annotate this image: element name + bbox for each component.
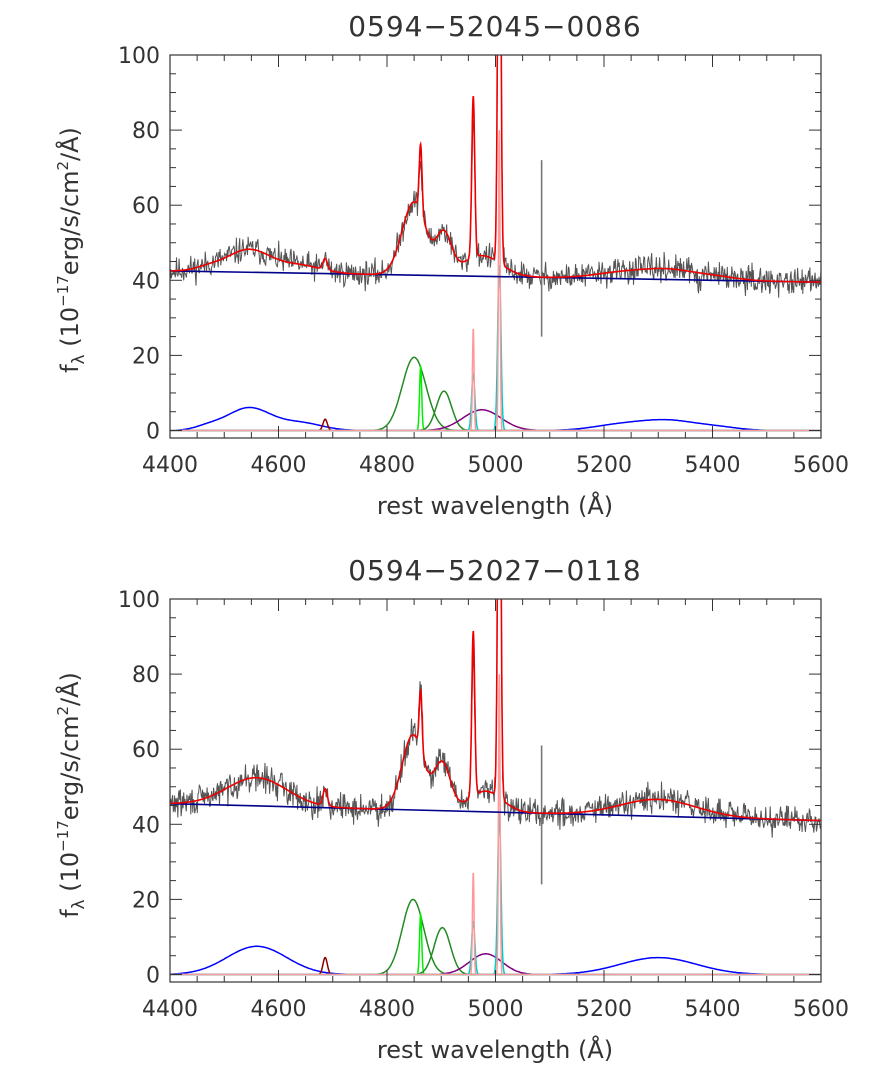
x-axis-label: rest wavelength (Å)	[377, 1035, 613, 1064]
x-tick-label: 5200	[576, 453, 632, 478]
panel-title: 0594−52027−0118	[348, 554, 642, 587]
model-fit-line	[170, 599, 821, 822]
x-tick-label: 4600	[251, 997, 307, 1022]
y-tick-label: 0	[146, 963, 160, 988]
x-tick-label: 5600	[793, 453, 849, 478]
y-tick-label: 20	[132, 344, 160, 369]
plot-area: 4400 4600 4800 5000 5200 5400 5600 0 20 40 60 80 100	[118, 44, 849, 478]
x-tick-label: 5200	[576, 997, 632, 1022]
x-axis-label: rest wavelength (Å)	[377, 491, 613, 520]
x-tick-label: 4600	[251, 453, 307, 478]
y-tick-label: 40	[132, 269, 160, 294]
panel-title: 0594−52045−0086	[348, 10, 642, 43]
x-tick-label: 5400	[685, 453, 741, 478]
y-tick-label: 20	[132, 888, 160, 913]
model-fit-line	[170, 55, 821, 283]
continuum-line	[170, 270, 821, 283]
x-tick-label: 4800	[359, 997, 415, 1022]
component-line	[170, 812, 821, 976]
y-tick-label: 60	[132, 194, 160, 219]
x-tick-label: 5000	[468, 997, 524, 1022]
x-tick-label: 5600	[793, 997, 849, 1022]
y-axis-label: fλ (10−17erg/s/cm2/Å)	[54, 127, 89, 373]
y-tick-label: 100	[118, 44, 160, 69]
spectrum-panel-top: 0594−52045−0086 fλ (10−17erg/s/cm2/Å) re…	[54, 10, 849, 520]
y-tick-label: 0	[146, 419, 160, 444]
component-line	[170, 265, 821, 432]
y-tick-label: 100	[118, 588, 160, 613]
y-axis-label: fλ (10−17erg/s/cm2/Å)	[54, 672, 89, 918]
plot-area: 4400 4600 4800 5000 5200 5400 5600 0 20 40 60 80 100	[118, 588, 849, 1022]
plot-frame	[169, 598, 822, 983]
y-tick-label: 40	[132, 813, 160, 838]
x-tick-label: 4800	[359, 453, 415, 478]
component-line	[170, 674, 821, 976]
y-tick-label: 60	[132, 738, 160, 763]
x-tick-label: 5400	[685, 997, 741, 1022]
y-tick-label: 80	[132, 119, 160, 144]
x-tick-label: 5000	[468, 453, 524, 478]
spectrum-panel-bottom: 0594−52027−0118 fλ (10−17erg/s/cm2/Å) re…	[54, 554, 849, 1064]
x-tick-label: 4400	[142, 997, 198, 1022]
continuum-line	[170, 802, 821, 822]
y-tick-label: 80	[132, 663, 160, 688]
x-tick-label: 4400	[142, 453, 198, 478]
